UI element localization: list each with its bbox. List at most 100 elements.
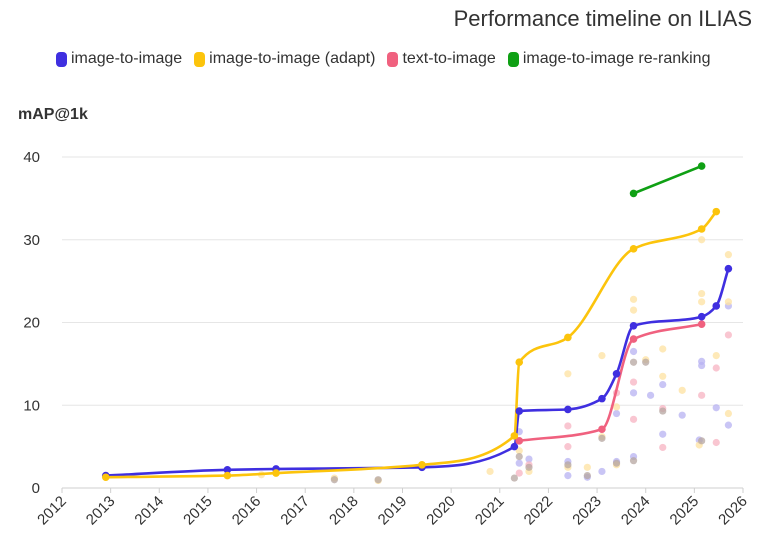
background-point: [515, 459, 523, 467]
background-point: [598, 352, 606, 360]
legend-item: image-to-image (adapt): [194, 50, 375, 68]
background-point: [598, 467, 606, 476]
x-tick-label: 2025: [667, 493, 703, 529]
series-point: [564, 405, 572, 414]
background-point: [646, 391, 655, 399]
series-point: [724, 264, 733, 273]
series-point: [712, 207, 721, 216]
series-point: [101, 473, 110, 482]
background-point: [564, 443, 572, 451]
series-point: [510, 432, 519, 440]
x-tick-label: 2012: [34, 493, 70, 529]
background-point: [629, 347, 638, 356]
series-lines: [104, 164, 730, 479]
background-point: [564, 422, 572, 430]
background-point: [629, 358, 638, 366]
series-points: [101, 162, 733, 482]
background-point: [510, 474, 518, 482]
legend-label: text-to-image: [402, 50, 496, 67]
background-point: [612, 459, 621, 467]
background-point: [629, 378, 638, 386]
x-tick-label: 2013: [83, 493, 119, 529]
y-tick-label: 20: [23, 315, 40, 332]
legend-item: image-to-image: [56, 50, 182, 68]
series-point: [223, 471, 232, 480]
background-point: [612, 409, 621, 418]
background-point: [629, 457, 638, 465]
series-point: [598, 394, 606, 403]
background-point: [515, 469, 523, 477]
series-point: [697, 225, 706, 233]
series-point: [697, 312, 706, 321]
series-point: [697, 320, 706, 328]
background-point: [698, 298, 706, 306]
series-point: [564, 333, 572, 342]
grid: [62, 156, 743, 489]
x-tick-label: 2015: [180, 493, 216, 529]
background-point: [698, 289, 706, 298]
series-point: [712, 302, 721, 310]
series-point: [697, 162, 706, 170]
series-line: [632, 164, 703, 195]
background-point: [698, 361, 706, 370]
series-point: [515, 437, 524, 445]
background-point: [525, 463, 533, 471]
background-point: [724, 421, 733, 429]
background-point: [678, 411, 686, 419]
series-point: [629, 189, 638, 198]
x-tick-label: 2026: [715, 493, 751, 529]
background-point: [659, 380, 667, 389]
series-point: [510, 442, 519, 451]
background-point: [564, 471, 572, 480]
background-point: [642, 358, 650, 366]
background-point: [724, 251, 733, 259]
series-point: [223, 465, 232, 474]
series-point: [629, 335, 638, 343]
background-point: [724, 331, 733, 339]
x-tick-label: 2023: [569, 493, 605, 529]
background-point: [712, 352, 720, 360]
x-tick-labels: 2012 2013 2014 2015 2016 2017 2018 2019 2020 2021…: [34, 488, 751, 528]
y-tick-label: 30: [23, 232, 40, 249]
legend-swatch: [387, 51, 399, 67]
y-tick-label: 10: [23, 397, 40, 414]
background-point: [515, 447, 523, 455]
series-point: [629, 245, 638, 253]
series-point: [418, 461, 426, 469]
background-point: [712, 438, 720, 447]
x-tick-label: 2022: [521, 493, 557, 529]
background-point: [564, 461, 572, 469]
series-point: [515, 407, 524, 415]
background-point: [629, 415, 638, 423]
x-tick-label: 2020: [423, 493, 459, 529]
background-point: [583, 463, 591, 471]
y-axis-label: mAP@1k: [18, 106, 88, 123]
x-tick-label: 2019: [375, 493, 411, 529]
series-point: [272, 469, 280, 477]
x-tick-label: 2014: [131, 493, 167, 529]
legend-label: image-to-image: [71, 50, 183, 67]
background-point: [629, 295, 638, 303]
background-point: [698, 391, 706, 399]
series-point: [598, 425, 606, 434]
y-tick-label: 0: [32, 480, 40, 497]
series-point: [629, 322, 638, 330]
background-point: [598, 434, 606, 442]
background-point: [698, 236, 706, 244]
legend-item: image-to-image re-ranking: [507, 50, 710, 68]
x-tick-label: 2016: [229, 493, 265, 529]
x-tick-label: 2018: [326, 493, 362, 529]
background-point: [659, 372, 667, 380]
x-tick-label: 2021: [472, 493, 508, 529]
background-points: [257, 236, 733, 485]
background-point: [659, 443, 667, 452]
background-point: [629, 389, 638, 397]
background-point: [525, 455, 533, 463]
legend-label: image-to-image (adapt): [209, 50, 376, 67]
series-point: [515, 358, 524, 367]
background-point: [583, 471, 591, 480]
series-line: [104, 267, 730, 477]
background-point: [724, 409, 733, 418]
chart-title: Performance timeline on ILIAS: [453, 6, 752, 31]
background-point: [659, 407, 667, 415]
